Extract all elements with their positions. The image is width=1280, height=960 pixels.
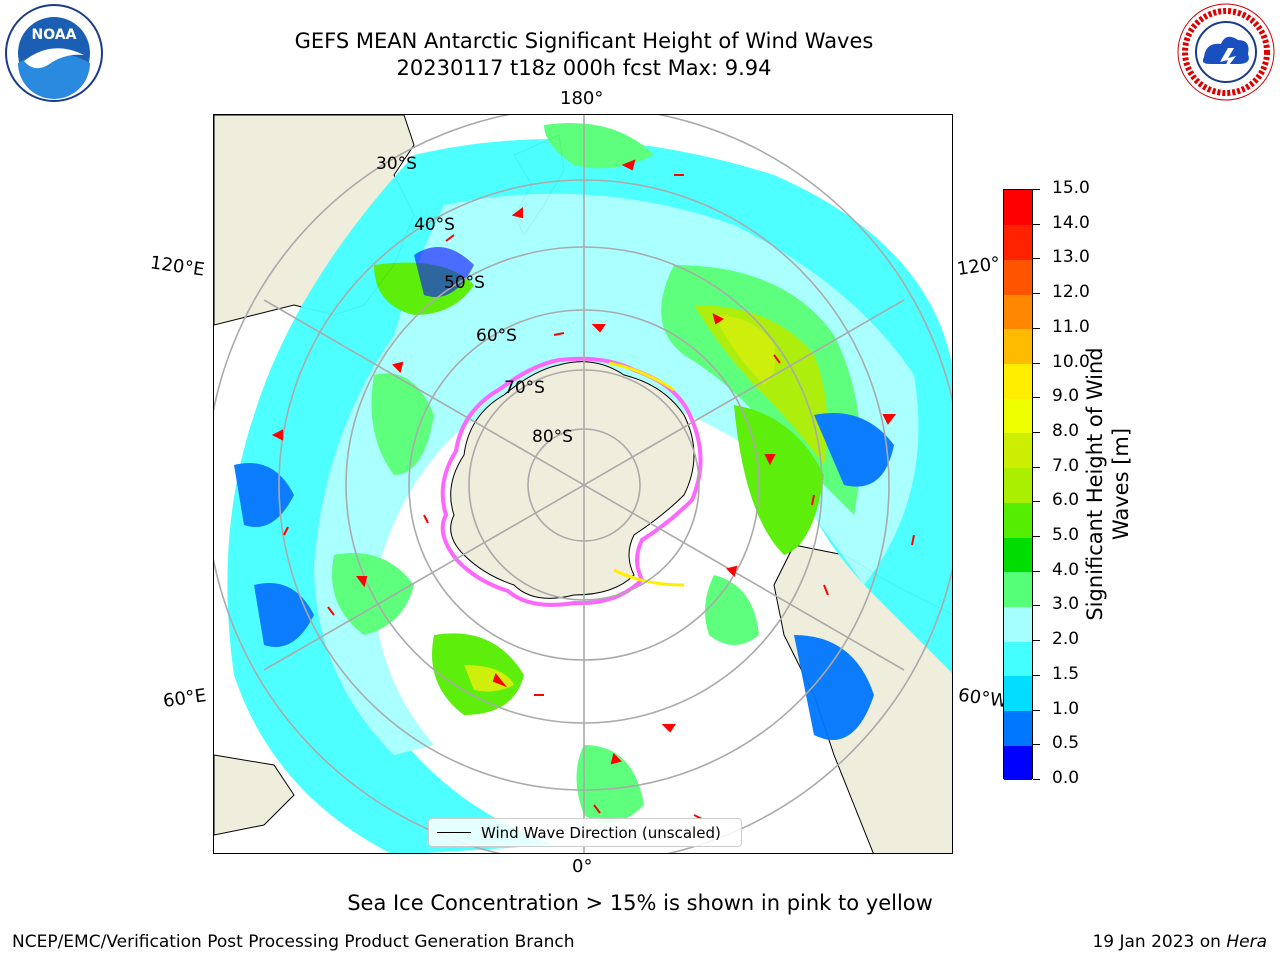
- colorbar-tick-mark: [1033, 744, 1040, 746]
- noaa-logo-text: NOAA: [32, 27, 77, 43]
- colorbar-segment: [1004, 259, 1032, 295]
- colorbar-segment: [1004, 190, 1032, 226]
- footer-host: Hera: [1226, 932, 1267, 952]
- colorbar-segment: [1004, 328, 1032, 365]
- colorbar-tick-label: 13.0: [1052, 247, 1090, 268]
- colorbar-tick-mark: [1033, 605, 1040, 607]
- colorbar-tick-label: 2.0: [1052, 629, 1080, 650]
- colorbar-tick-label: 10.0: [1052, 351, 1090, 372]
- colorbar-title: Significant Height of Wind Waves [m]: [1083, 347, 1133, 621]
- footer-credit: NCEP/EMC/Verification Post Processing Pr…: [12, 932, 575, 952]
- colorbar-tick-mark: [1033, 709, 1040, 711]
- lat-label-60s: 60°S: [476, 326, 517, 346]
- map-frame: 30°S 40°S 50°S 60°S 70°S 80°S: [213, 114, 953, 854]
- colorbar-tick-label: 12.0: [1052, 282, 1090, 303]
- chart-subtitle: 20230117 t18z 000h fcst Max: 9.94: [396, 56, 772, 80]
- colorbar-segment: [1004, 571, 1032, 607]
- colorbar-tick-label: 0.5: [1052, 733, 1080, 754]
- lon-label-120w: 120°: [955, 253, 1002, 280]
- legend-line-icon: [437, 831, 471, 834]
- map-legend: Wind Wave Direction (unscaled): [428, 818, 742, 847]
- colorbar-segment: [1004, 294, 1032, 330]
- colorbar-tick-label: 1.0: [1052, 698, 1080, 719]
- colorbar-tick-label: 3.0: [1052, 594, 1080, 615]
- colorbar-tick-mark: [1033, 466, 1040, 468]
- colorbar-tick-label: 14.0: [1052, 212, 1090, 233]
- colorbar-tick-mark: [1033, 431, 1040, 433]
- colorbar-tick-mark: [1033, 258, 1040, 260]
- colorbar-tick-mark: [1033, 779, 1040, 780]
- colorbar-tick-label: 11.0: [1052, 316, 1090, 337]
- lat-label-80s: 80°S: [532, 427, 573, 447]
- colorbar-tick-label: 4.0: [1052, 559, 1080, 580]
- lat-label-50s: 50°S: [444, 273, 485, 293]
- colorbar-tick-label: 5.0: [1052, 525, 1080, 546]
- noaa-logo: NOAA: [4, 3, 104, 103]
- colorbar-segment: [1004, 224, 1032, 260]
- colorbar-segment: [1004, 467, 1032, 503]
- nws-logo: [1176, 2, 1276, 102]
- legend-label: Wind Wave Direction (unscaled): [481, 823, 721, 842]
- footer-date: 19 Jan 2023 on Hera: [1092, 932, 1267, 952]
- colorbar-tick-mark: [1033, 674, 1040, 676]
- colorbar-tick-mark: [1033, 293, 1040, 295]
- lon-label-120e: 120°E: [148, 252, 206, 281]
- colorbar-segment: [1004, 398, 1032, 434]
- colorbar-segment: [1004, 502, 1032, 538]
- colorbar-segment: [1004, 537, 1032, 573]
- colorbar: [1003, 189, 1033, 781]
- colorbar-tick-label: 7.0: [1052, 455, 1080, 476]
- colorbar-tick-mark: [1033, 189, 1040, 190]
- colorbar-segment: [1004, 675, 1032, 712]
- colorbar-tick-mark: [1033, 536, 1040, 538]
- lon-label-60w: 60°W: [956, 684, 1009, 713]
- land-antarctica: [450, 361, 695, 599]
- chart-title: GEFS MEAN Antarctic Significant Height o…: [294, 29, 874, 53]
- colorbar-segment: [1004, 710, 1032, 746]
- lat-label-40s: 40°S: [414, 215, 455, 235]
- footer-date-text: 19 Jan 2023 on: [1092, 932, 1227, 952]
- colorbar-tick-mark: [1033, 397, 1040, 399]
- colorbar-tick-mark: [1033, 223, 1040, 225]
- colorbar-tick-label: 8.0: [1052, 420, 1080, 441]
- colorbar-tick-label: 15.0: [1052, 178, 1090, 198]
- land-africa: [214, 754, 295, 836]
- lon-label-0: 0°: [572, 856, 593, 877]
- colorbar-segment: [1004, 641, 1032, 677]
- colorbar-segment: [1004, 363, 1032, 399]
- lat-label-70s: 70°S: [504, 378, 545, 398]
- colorbar-tick-mark: [1033, 327, 1040, 329]
- colorbar-segment: [1004, 432, 1032, 469]
- colorbar-tick-label: 0.0: [1052, 768, 1080, 788]
- colorbar-segment: [1004, 745, 1032, 781]
- sea-ice-edge: [440, 356, 703, 607]
- lat-label-30s: 30°S: [376, 154, 417, 174]
- colorbar-tick-label: 6.0: [1052, 490, 1080, 511]
- colorbar-tick-mark: [1033, 362, 1040, 364]
- wind-wave-arrows: [271, 159, 915, 820]
- lon-label-180: 180°: [560, 88, 604, 109]
- colorbar-tick-mark: [1033, 570, 1040, 572]
- map-svg: 30°S 40°S 50°S 60°S 70°S 80°S: [214, 115, 952, 853]
- colorbar-tick-label: 9.0: [1052, 386, 1080, 407]
- colorbar-tick-label: 1.5: [1052, 663, 1080, 684]
- colorbar-tick-mark: [1033, 501, 1040, 503]
- colorbar-tick-mark: [1033, 640, 1040, 642]
- colorbar-segment: [1004, 606, 1032, 642]
- lon-label-60e: 60°E: [161, 685, 208, 712]
- sea-ice-note: Sea Ice Concentration > 15% is shown in …: [347, 891, 933, 915]
